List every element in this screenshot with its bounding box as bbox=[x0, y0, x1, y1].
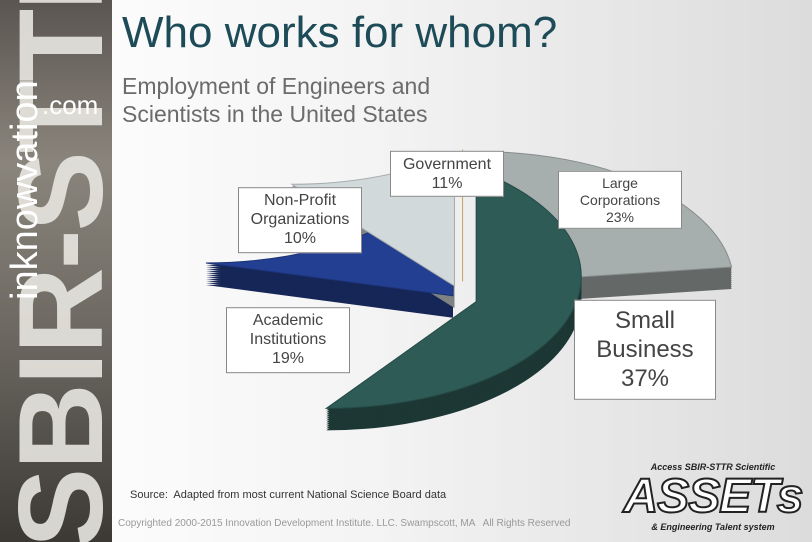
category-label: Academic Institutions bbox=[233, 311, 343, 349]
source: Source: Adapted from most current Nation… bbox=[130, 489, 446, 501]
value-label: 19% bbox=[233, 350, 343, 369]
assets-name: ASSETs bbox=[618, 472, 808, 522]
category-label: Government bbox=[397, 155, 497, 174]
value-label: 10% bbox=[245, 230, 355, 249]
category-label: Large Corporations bbox=[565, 175, 675, 209]
slide: {"chart_data": {"type": "pie", "title": … bbox=[0, 0, 812, 542]
chart bbox=[0, 0, 812, 542]
assets-bottom: & Engineering Talent system bbox=[618, 522, 808, 532]
assets-logo: Access SBIR-STTR Scientific ASSETs & Eng… bbox=[618, 462, 808, 540]
copyright: Copyrighted 2000-2015 Innovation Develop… bbox=[118, 518, 570, 529]
value-label: 37% bbox=[585, 364, 705, 393]
category-label: Small Business bbox=[585, 307, 705, 365]
category-label: Non-Profit Organizations bbox=[245, 191, 355, 229]
value-label: 23% bbox=[565, 208, 675, 225]
value-label: 11% bbox=[397, 174, 497, 193]
